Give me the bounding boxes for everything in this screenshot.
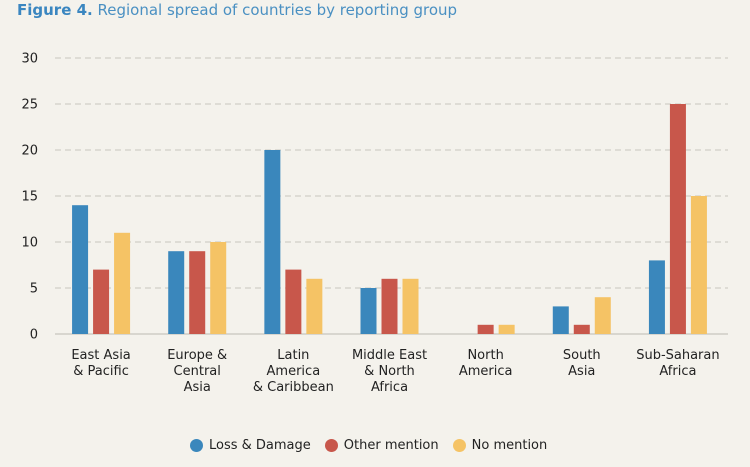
bar-loss-damage-2	[264, 150, 281, 334]
x-axis: East Asia & Pacific Europe & Central Asia Lat…	[71, 348, 719, 395]
bar-no-mention-3	[402, 278, 419, 334]
bar-no-mention-5	[594, 297, 611, 334]
bar-other-mention-1	[189, 251, 206, 334]
legend-swatch-no-mention	[452, 439, 466, 452]
x-tick-label-3: Middle East & North Africa	[352, 348, 427, 395]
legend-label-no-mention: No mention	[471, 438, 548, 453]
legend: Loss & Damage Other mention No mention	[190, 438, 547, 453]
bar-no-mention-4	[498, 324, 515, 334]
bar-other-mention-4	[477, 324, 494, 334]
bar-other-mention-6	[669, 104, 686, 334]
bar-loss-damage-5	[552, 306, 569, 334]
legend-label-other-mention: Other mention	[343, 438, 439, 453]
legend-item-no-mention: No mention	[452, 438, 548, 453]
x-tick-label-2: Latin America & Caribbean	[253, 348, 334, 395]
bar-no-mention-2	[306, 278, 323, 334]
x-tick-label-0: East Asia & Pacific	[71, 348, 130, 379]
bar-other-mention-5	[573, 324, 590, 334]
legend-swatch-loss-damage	[190, 439, 203, 452]
bar-loss-damage-1	[168, 251, 185, 334]
legend-swatch-other-mention	[324, 439, 338, 452]
bars	[72, 104, 707, 334]
y-tick-label-30: 30	[21, 52, 38, 67]
bar-other-mention-3	[381, 278, 398, 334]
x-tick-label-5: South Asia	[563, 348, 601, 379]
legend-item-other-mention: Other mention	[324, 438, 439, 453]
bar-chart: 0 5 10 15 20 25 30 East Asia & Pacific Europe & C…	[21, 52, 728, 395]
x-tick-label-6: Sub-Saharan Africa	[636, 348, 719, 379]
y-tick-label-25: 25	[21, 98, 38, 113]
bar-loss-damage-0	[72, 205, 89, 334]
y-tick-label-20: 20	[21, 144, 38, 159]
figure-caption: Regional spread of countries by reportin…	[97, 1, 458, 19]
legend-label-loss-damage: Loss & Damage	[209, 438, 311, 453]
bar-loss-damage-6	[648, 260, 665, 334]
bar-no-mention-1	[210, 242, 227, 334]
bar-loss-damage-3	[360, 288, 377, 334]
legend-item-loss-damage: Loss & Damage	[190, 438, 311, 453]
y-tick-label-15: 15	[21, 190, 38, 205]
bar-no-mention-0	[114, 232, 131, 334]
figure-number: Figure 4.	[17, 1, 93, 19]
bar-other-mention-2	[285, 269, 302, 334]
y-tick-label-10: 10	[21, 236, 38, 251]
y-tick-label-5: 5	[30, 282, 38, 297]
gridlines	[55, 57, 728, 335]
y-axis: 0 5 10 15 20 25 30	[21, 52, 38, 343]
y-tick-label-0: 0	[30, 328, 38, 343]
bar-no-mention-6	[690, 196, 707, 334]
x-tick-label-4: North America	[459, 348, 513, 379]
chart-title: Figure 4. Regional spread of countries b…	[17, 1, 457, 19]
x-tick-label-1: Europe & Central Asia	[167, 348, 227, 395]
bar-other-mention-0	[93, 269, 110, 334]
